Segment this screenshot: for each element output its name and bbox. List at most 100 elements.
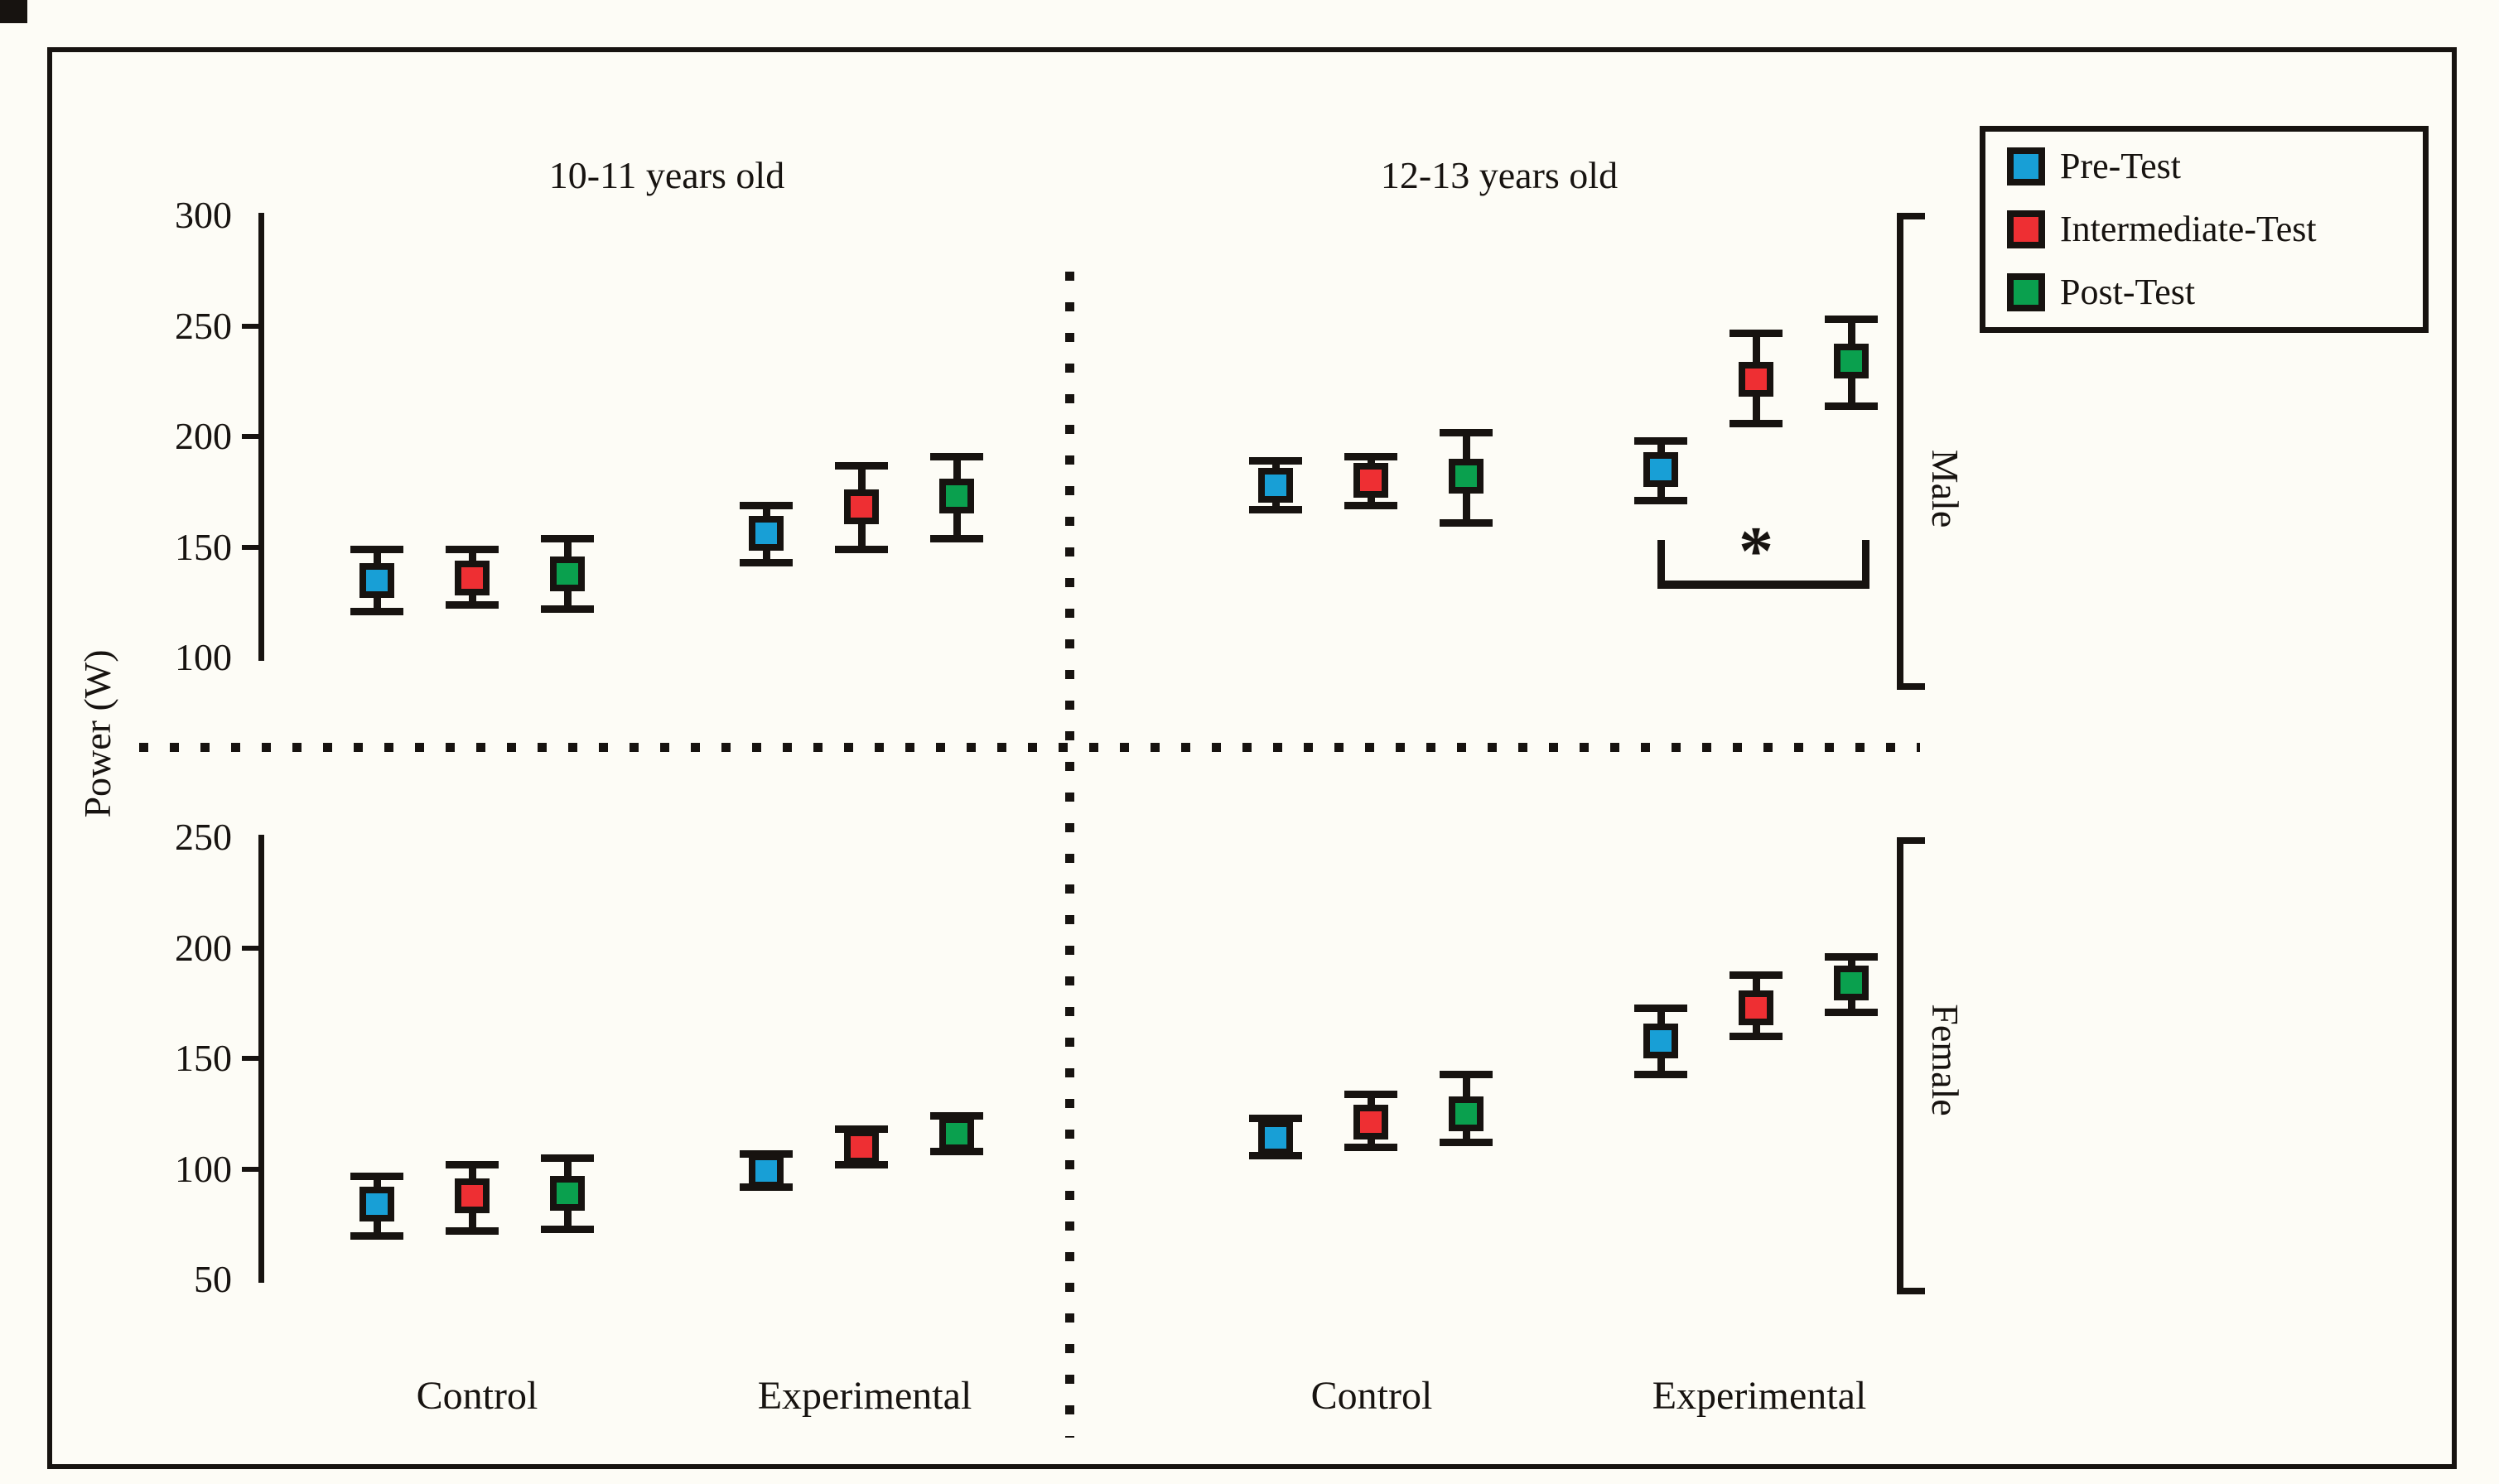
y-tick-label: 150 (175, 1037, 232, 1079)
x-label-control-left: Control (416, 1374, 538, 1418)
figure-border (47, 47, 2457, 1469)
error-bar-cap-bottom (1440, 1139, 1493, 1147)
y-axis-tick (242, 323, 264, 329)
significance-bracket (1657, 540, 1869, 589)
y-tick-label: 200 (175, 415, 232, 457)
error-bar-cap-bottom (1249, 1152, 1302, 1160)
age-group-divider-dotted-line (1065, 272, 1074, 1438)
data-point-square (844, 489, 879, 525)
error-bar-cap-top (1730, 971, 1783, 979)
error-bar-cap-bottom (541, 1225, 594, 1233)
x-label-experimental-left: Experimental (757, 1374, 972, 1418)
error-bar-cap-top (740, 501, 793, 509)
data-point-square (1834, 966, 1869, 1001)
error-bar-cap-top (1344, 1090, 1397, 1098)
error-bar-cap-bottom (740, 559, 793, 567)
y-tick-label: 200 (175, 926, 232, 969)
error-bar-cap-top (1825, 316, 1878, 324)
data-point-square (359, 562, 394, 598)
data-point-square (550, 556, 585, 591)
y-axis-label: Power (W) (76, 649, 118, 818)
error-bar-cap-top (835, 461, 888, 470)
error-bar-cap-bottom (446, 600, 499, 609)
error-bar-cap-bottom (1825, 402, 1878, 410)
y-tick-label: 250 (175, 304, 232, 347)
data-point-square (1739, 990, 1773, 1025)
y-axis-tick (242, 434, 264, 439)
male-panel-label: Male (1924, 449, 1966, 528)
y-tick-label: 300 (175, 194, 232, 236)
data-point-square (749, 1154, 784, 1189)
error-bar-cap-bottom (446, 1227, 499, 1236)
error-bar-cap-top (1634, 1004, 1687, 1012)
error-bar-cap-bottom (1825, 1008, 1878, 1016)
error-bar-cap-bottom (350, 607, 403, 615)
data-point-square (1643, 1023, 1678, 1058)
data-point-square (1449, 459, 1483, 494)
error-bar-cap-bottom (930, 534, 983, 542)
data-point-square (1353, 1105, 1388, 1140)
y-tick-label: 50 (194, 1258, 232, 1300)
y-axis-tick (242, 1056, 264, 1061)
legend-item-intermediate-test: Intermediate-Test (1985, 198, 2423, 261)
error-bar-cap-top (541, 534, 594, 542)
error-bar-cap-top (541, 1154, 594, 1163)
error-bar-cap-top (1344, 453, 1397, 461)
legend-label: Intermediate-Test (2060, 209, 2317, 249)
male-panel-bracket (1897, 213, 1925, 690)
error-bar-cap-top (446, 546, 499, 554)
panel-divider-dotted-line (139, 743, 1920, 752)
significance-asterisk: * (1739, 513, 1773, 590)
y-axis-tick (242, 1166, 264, 1172)
error-bar-cap-bottom (1344, 1143, 1397, 1151)
error-bar-cap-bottom (1730, 419, 1783, 427)
error-bar-cap-top (1249, 1115, 1302, 1123)
post-test-swatch-icon (2007, 273, 2045, 311)
age-group-title-right: 12-13 years old (1380, 154, 1619, 196)
female-panel-label: Female (1924, 1004, 1966, 1116)
data-point-square (939, 1115, 974, 1151)
data-point-square (359, 1187, 394, 1222)
pre-test-swatch-icon (2007, 147, 2045, 186)
legend-label: Post-Test (2060, 272, 2196, 312)
data-point-square (749, 516, 784, 552)
error-bar-cap-top (930, 453, 983, 461)
y-tick-label: 150 (175, 525, 232, 568)
plot-area: 300 250 200 150 100 * 250 200 150 100 50 (0, 0, 2499, 1300)
y-axis-end-hook (0, 17, 27, 23)
error-bar-cap-bottom (1730, 1033, 1783, 1041)
y-axis-end-hook (0, 6, 27, 12)
data-point-square (1834, 344, 1869, 379)
y-tick-label: 250 (175, 816, 232, 858)
female-panel-bracket (1897, 837, 1925, 1294)
error-bar-cap-top (1825, 953, 1878, 961)
error-bar-cap-bottom (1440, 519, 1493, 528)
error-bar-cap-top (350, 546, 403, 554)
age-group-title-left: 10-11 years old (548, 154, 785, 196)
error-bar-cap-bottom (835, 546, 888, 554)
error-bar-cap-bottom (1634, 497, 1687, 505)
legend-box: Pre-Test Intermediate-Test Post-Test (1980, 126, 2429, 333)
error-bar-cap-bottom (1634, 1070, 1687, 1078)
data-point-square (1643, 452, 1678, 488)
y-tick-label: 100 (175, 636, 232, 678)
y-axis-tick (242, 945, 264, 951)
data-point-square (550, 1175, 585, 1211)
data-point-square (1258, 467, 1293, 503)
data-point-square (1353, 463, 1388, 499)
legend-label: Pre-Test (2060, 146, 2181, 186)
error-bar-cap-top (1730, 329, 1783, 337)
legend-item-post-test: Post-Test (1985, 261, 2423, 324)
intermediate-test-swatch-icon (2007, 210, 2045, 248)
error-bar-cap-top (350, 1172, 403, 1180)
data-point-square (1449, 1096, 1483, 1131)
error-bar-cap-top (1440, 1070, 1493, 1078)
error-bar-cap-top (1634, 437, 1687, 446)
error-bar-cap-top (446, 1161, 499, 1169)
x-label-control-right: Control (1310, 1374, 1433, 1418)
data-point-square (455, 560, 490, 595)
data-point-square (455, 1178, 490, 1213)
error-bar-cap-top (1249, 457, 1302, 465)
error-bar-cap-bottom (930, 1148, 983, 1156)
error-bar-cap-bottom (835, 1161, 888, 1169)
